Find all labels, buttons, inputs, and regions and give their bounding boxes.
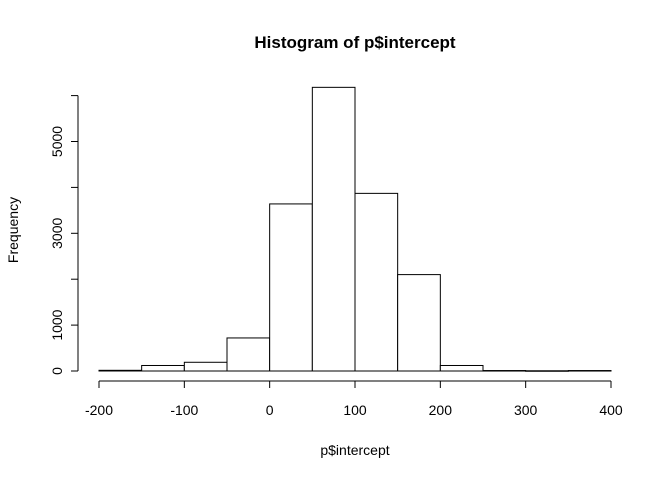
x-axis: -200 -100 0 100 200 300 400: [85, 380, 623, 418]
histogram-bar: [567, 370, 612, 372]
x-axis-label: p$intercept: [320, 442, 389, 458]
histogram-bar: [269, 203, 313, 372]
x-tick-label: 400: [599, 402, 623, 418]
y-tick-label: 3000: [49, 218, 65, 249]
y-tick-label: 1000: [49, 309, 65, 340]
histogram-bar: [354, 192, 399, 372]
histogram-bar: [525, 370, 569, 372]
x-tick-label: -100: [170, 402, 198, 418]
histogram-bar: [482, 370, 527, 372]
x-tick-label: 100: [343, 402, 367, 418]
histogram-bar: [183, 361, 228, 372]
y-tick-label: 0: [49, 367, 65, 375]
histogram-bar: [98, 369, 143, 372]
histogram-bar: [141, 364, 185, 372]
histogram-bar: [397, 274, 441, 372]
y-tick-label: 5000: [49, 126, 65, 157]
histogram-bar: [311, 86, 356, 372]
histogram-bar: [439, 364, 484, 372]
x-tick-label: 200: [429, 402, 453, 418]
y-axis-label: Frequency: [5, 197, 21, 263]
x-tick-label: -200: [85, 402, 113, 418]
x-tick-label: 0: [266, 402, 274, 418]
bars-group: [98, 86, 612, 372]
histogram-bar: [226, 337, 271, 372]
y-axis: 0 1000 3000 5000: [49, 95, 79, 375]
chart-title: Histogram of p$intercept: [254, 33, 456, 52]
x-tick-label: 300: [514, 402, 538, 418]
